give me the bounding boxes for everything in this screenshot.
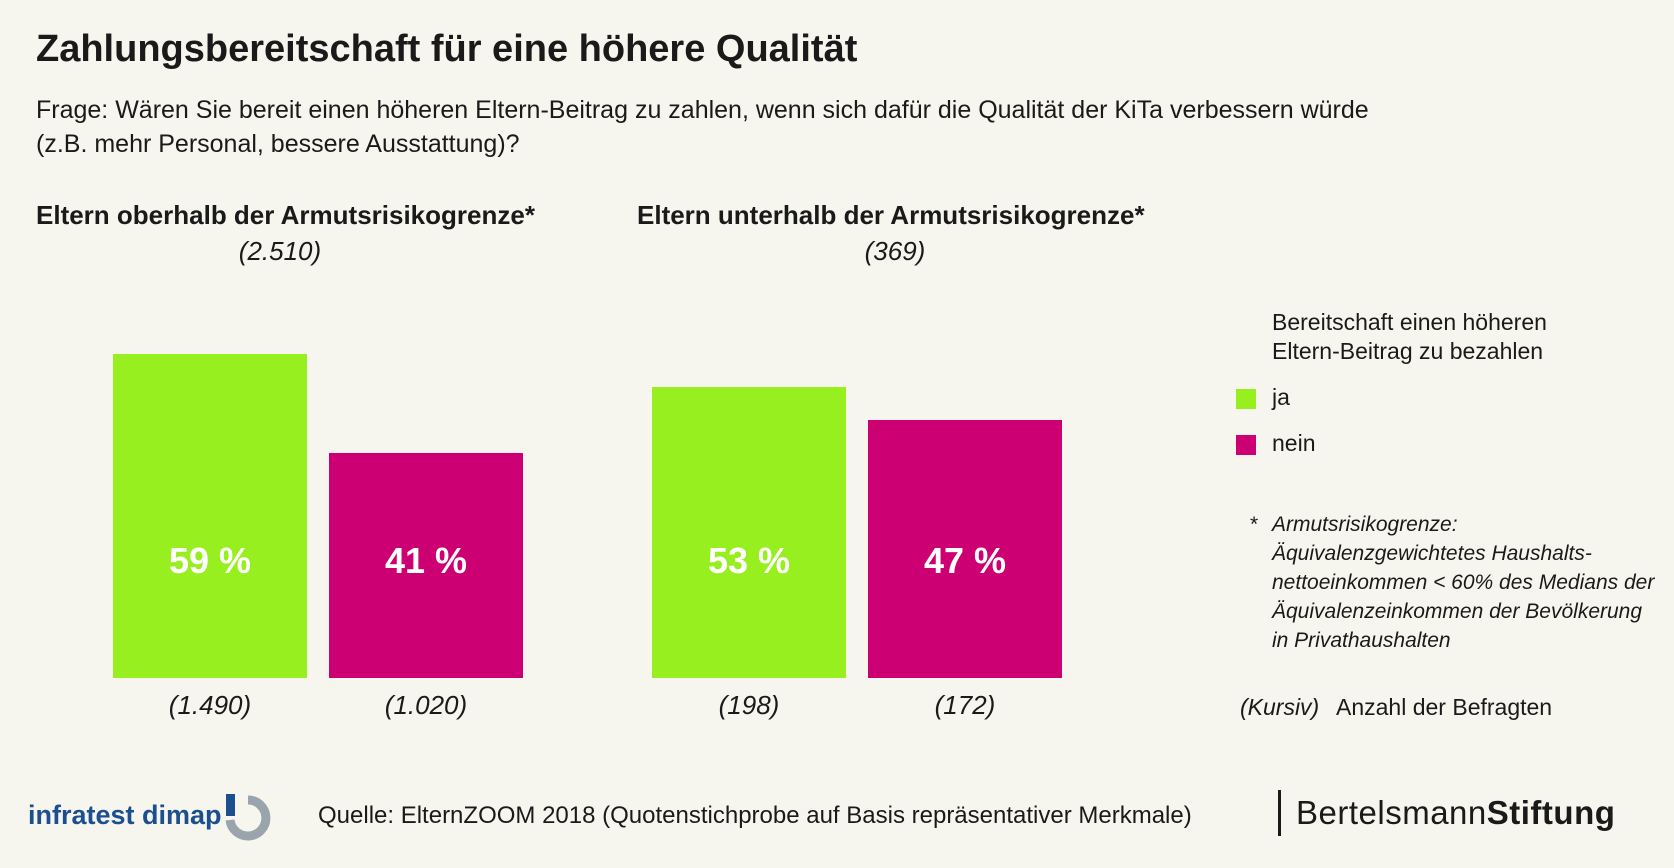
legend-swatch-nein: [1236, 435, 1256, 455]
infratest-dimap-icon: [225, 794, 271, 841]
infratest-dimap-logo: infratest dimap: [28, 800, 222, 830]
bertelsmann-logo-light: Bertelsmann: [1296, 794, 1487, 831]
footnote-star: *: [1250, 513, 1259, 536]
footer-divider: [1278, 790, 1281, 836]
footnote: * Armutsrisikogrenze: Äquivalenzgewichte…: [1250, 510, 1660, 655]
question-line-1: Frage: Wären Sie bereit einen höheren El…: [36, 96, 1369, 124]
bar-ja-below: [652, 387, 846, 678]
bar-count-label-ja-above: (1.490): [168, 690, 252, 720]
bar-ja-above: [113, 354, 307, 678]
bar-value-label-ja-below: 53 %: [707, 540, 791, 581]
bar-count-label-nein-above: (1.020): [384, 690, 468, 720]
footnote-text: Armutsrisikogrenze: Äquivalenzgewichtete…: [1272, 513, 1655, 652]
bar-value-label-nein-below: 47 %: [923, 540, 1007, 581]
group-title-below: Eltern unterhalb der Armutsrisikogrenze*: [637, 200, 1145, 230]
group-total-above: (2.510): [238, 236, 322, 266]
bar-count-label-ja-below: (198): [718, 690, 780, 720]
count-note-marker: (Kursiv): [1240, 694, 1320, 720]
source-note: Quelle: ElternZOOM 2018 (Quotenstichprob…: [318, 802, 1192, 829]
bar-value-label-ja-above: 59 %: [168, 540, 252, 581]
legend-label-nein: nein: [1272, 430, 1316, 456]
group-title-above: Eltern oberhalb der Armutsrisikogrenze*: [36, 200, 535, 230]
count-note-description: Anzahl der Befragten: [1336, 694, 1553, 720]
legend-label-ja: ja: [1272, 384, 1290, 410]
bar-nein-above: [329, 453, 523, 678]
bar-count-label-nein-below: (172): [934, 690, 996, 720]
legend-swatch-ja: [1236, 389, 1256, 409]
question-line-2: (z.B. mehr Personal, bessere Ausstattung…: [36, 130, 520, 158]
group-total-below: (369): [864, 236, 926, 266]
bar-nein-below: [868, 420, 1062, 678]
bar-value-label-nein-above: 41 %: [384, 540, 468, 581]
bertelsmann-stiftung-logo: BertelsmannStiftung: [1296, 794, 1615, 832]
bertelsmann-logo-bold: Stiftung: [1486, 794, 1616, 831]
legend-title: Bereitschaft einen höheren Eltern-Beitra…: [1272, 309, 1547, 364]
chart-title: Zahlungsbereitschaft für eine höhere Qua…: [36, 28, 858, 70]
